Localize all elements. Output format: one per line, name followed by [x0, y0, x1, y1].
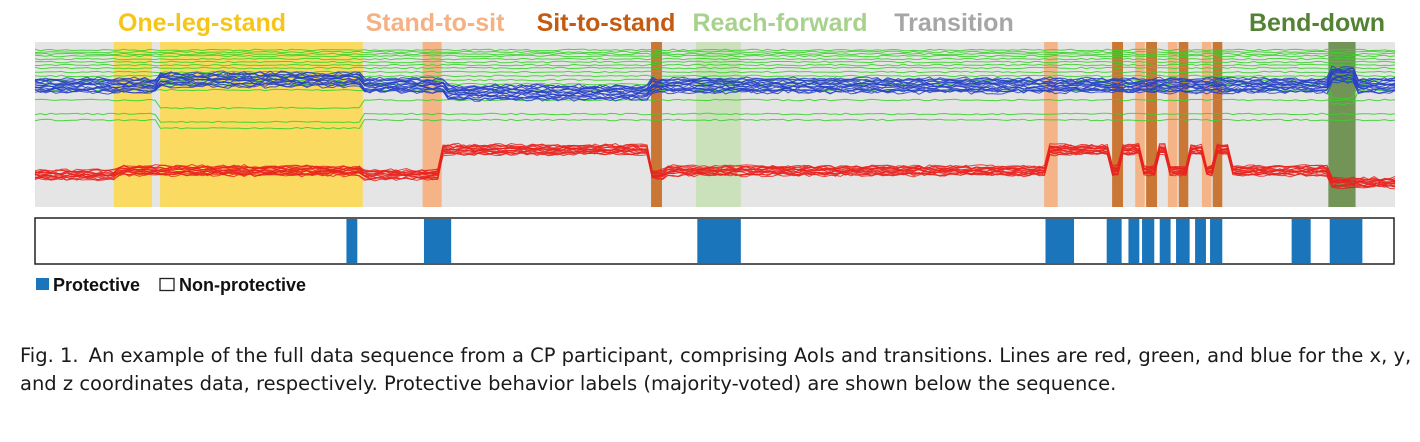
span-one-leg-stand-0	[113, 42, 152, 207]
protective-segment-0	[346, 219, 358, 263]
protective-segment-2	[697, 219, 741, 263]
signal-lines	[34, 48, 1396, 190]
protective-segment-3	[1045, 219, 1075, 263]
y-coordinate-line-15	[34, 118, 1396, 130]
protective-segment-9	[1195, 219, 1206, 263]
y-coordinate-line-5	[34, 60, 1396, 64]
protective-segment-6	[1142, 219, 1155, 263]
protective-segment-11	[1291, 219, 1311, 263]
span-stand-to-sit-1	[1044, 42, 1058, 207]
protective-segment-1	[423, 219, 452, 263]
figure-caption: Fig. 1. An example of the full data seque…	[20, 342, 1415, 398]
span-reach-forward-0	[695, 42, 741, 207]
legend: Protective Non-protective	[36, 275, 306, 295]
z-coordinate-line-15	[34, 79, 1396, 102]
protective-segment-8	[1176, 219, 1190, 263]
protective-segment-12	[1329, 219, 1363, 263]
span-sit-to-stand-1	[1112, 42, 1123, 207]
y-coordinate-line-3	[34, 54, 1396, 58]
activity-spans	[113, 42, 1356, 207]
span-stand-to-sit-extra-1	[1167, 42, 1178, 207]
protective-segment-5	[1128, 219, 1140, 263]
span-stand-to-sit-extra-0	[1135, 42, 1145, 207]
y-coordinate-line-4	[34, 57, 1396, 61]
figure-chart: One-leg-stand Stand-to-sit Sit-to-stand Rea…	[34, 9, 1396, 295]
activity-label-stand-to-sit: Stand-to-sit	[366, 9, 506, 37]
y-coordinate-line-13	[34, 98, 1396, 110]
activity-labels: One-leg-stand Stand-to-sit Sit-to-stand Rea…	[118, 9, 1385, 37]
activity-label-transition: Transition	[894, 9, 1013, 37]
span-stand-to-sit-extra-2	[1201, 42, 1212, 207]
legend-nonprotective-label: Non-protective	[179, 275, 306, 295]
span-stand-to-sit-0	[422, 42, 442, 207]
y-coordinate-line-8	[34, 70, 1396, 74]
span-one-leg-stand-1	[160, 42, 363, 207]
protective-segment-7	[1159, 219, 1171, 263]
activity-label-one-leg-stand: One-leg-stand	[118, 9, 286, 37]
caption-text: An example of the full data sequence fro…	[20, 344, 1412, 395]
span-sit-to-stand-4	[1212, 42, 1223, 207]
caption-prefix: Fig. 1.	[20, 344, 79, 367]
z-coordinate-line-9	[34, 73, 1396, 97]
y-coordinate-line-6	[35, 63, 1396, 67]
span-sit-to-stand-3	[1178, 42, 1189, 207]
protective-segment-10	[1210, 219, 1223, 263]
y-coordinate-line-1	[34, 50, 1396, 54]
span-sit-to-stand-2	[1146, 42, 1157, 207]
legend-protective-label: Protective	[53, 275, 140, 295]
span-sit-to-stand-0	[651, 42, 662, 207]
z-coordinate-line-3	[34, 68, 1396, 91]
legend-protective-swatch	[36, 278, 49, 290]
z-coordinate-line-14	[34, 78, 1396, 101]
y-coordinate-line-2	[34, 52, 1396, 56]
y-coordinate-line-0	[34, 48, 1396, 52]
z-coordinate-line-13	[34, 76, 1396, 101]
protective-segment-4	[1106, 219, 1122, 263]
y-coordinate-line-7	[34, 66, 1396, 70]
z-coordinate-line-1	[34, 67, 1396, 90]
activity-label-bend-down: Bend-down	[1249, 9, 1385, 37]
x-coordinate-line-15	[34, 152, 1396, 190]
y-coordinate-line-14	[34, 112, 1396, 124]
protective-label-bar	[34, 217, 1395, 265]
activity-label-reach-forward: Reach-forward	[692, 9, 867, 37]
activity-label-sit-to-stand: Sit-to-stand	[537, 9, 676, 37]
legend-nonprotective-swatch	[159, 277, 175, 292]
